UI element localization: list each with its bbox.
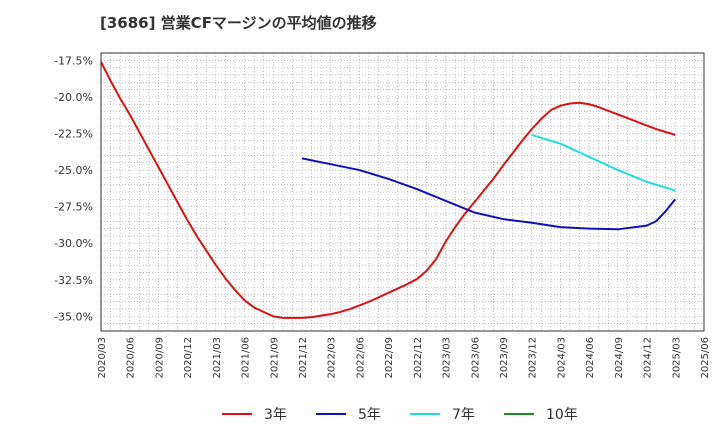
x-tick-label: 2022/03 (327, 337, 338, 379)
x-tick-label: 2021/09 (269, 337, 280, 379)
y-tick-label: -25.0% (54, 164, 93, 177)
y-tick-label: -20.0% (54, 91, 93, 104)
legend-label: 3年 (264, 407, 287, 423)
legend-label: 5年 (358, 407, 381, 423)
y-tick-label: -27.5% (54, 201, 93, 214)
x-tick-label: 2024/03 (556, 337, 567, 379)
x-tick-label: 2021/03 (212, 337, 223, 379)
legend-label: 7年 (452, 407, 475, 423)
y-tick-label: -17.5% (54, 54, 93, 67)
x-tick-label: 2024/12 (643, 337, 654, 379)
series-line (100, 61, 676, 319)
series-line (301, 157, 677, 231)
x-tick-label: 2021/12 (298, 337, 309, 379)
x-tick-label: 2025/06 (700, 337, 711, 379)
plot-border (100, 52, 705, 332)
x-tick-label: 2023/03 (442, 337, 453, 379)
y-tick-label: -32.5% (54, 274, 93, 287)
x-tick-label: 2024/09 (614, 337, 625, 379)
x-tick-label: 2022/09 (384, 337, 395, 379)
legend-label: 10年 (546, 407, 578, 423)
x-tick-label: 2021/06 (241, 337, 252, 379)
chart-title: [3686] 営業CFマージンの平均値の推移 (100, 14, 377, 32)
x-tick-label: 2023/06 (470, 337, 481, 379)
x-axis-ticks: 2020/03 2020/06 2020/09 2020/12 2021/03 2021/… (97, 337, 711, 379)
y-tick-label: -22.5% (54, 127, 93, 140)
x-tick-label: 2023/09 (499, 337, 510, 379)
x-tick-label: 2020/09 (154, 337, 165, 379)
x-tick-label: 2024/06 (585, 337, 596, 379)
y-axis-ticks: -17.5% -20.0% -22.5% -25.0% -27.5% -30.0% -32.… (54, 54, 93, 323)
x-tick-label: 2020/12 (183, 337, 194, 379)
legend: 3年 5年 7年 10年 (222, 407, 578, 423)
x-tick-label: 2020/03 (97, 337, 108, 379)
plot-background (101, 53, 704, 331)
x-tick-label: 2022/12 (413, 337, 424, 379)
series-line (531, 133, 676, 192)
x-tick-label: 2022/06 (355, 337, 366, 379)
y-tick-label: -35.0% (54, 310, 93, 323)
series-lines (100, 61, 677, 319)
x-tick-label: 2023/12 (528, 337, 539, 379)
y-tick-label: -30.0% (54, 237, 93, 250)
x-tick-label: 2020/06 (126, 337, 137, 379)
x-tick-label: 2025/03 (671, 337, 682, 379)
